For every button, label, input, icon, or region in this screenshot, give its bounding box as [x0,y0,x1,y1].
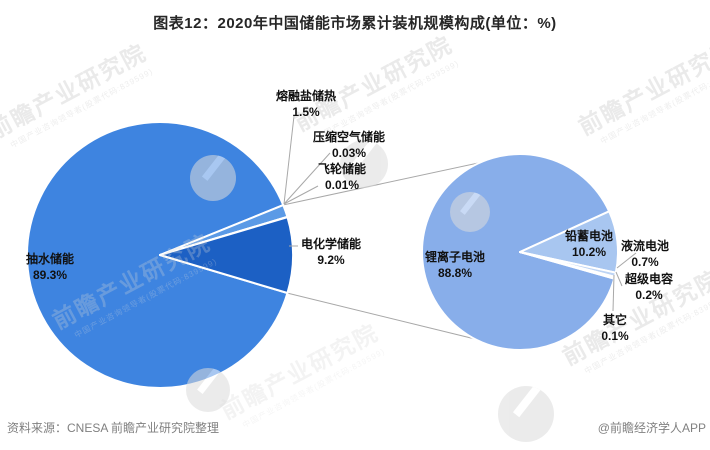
label-leader-line [612,274,615,312]
slice-label-value: 9.2% [317,253,345,267]
slice-label-compressed-air: 压缩空气储能 0.03% [308,129,390,161]
slice-label-flywheel: 飞轮储能 0.01% [302,161,382,193]
slice-label-molten-salt: 熔融盐储热 1.5% [266,88,346,120]
slice-label-text: 电化学储能 [300,237,361,251]
slice-label-supercapacitor: 超级电容 0.2% [614,271,684,303]
slice-label-electrochemical: 电化学储能 9.2% [296,236,366,268]
label-leader-line [283,115,295,205]
slice-label-text: 铅蓄电池 [564,229,613,243]
slice-label-text: 锂离子电池 [424,250,485,264]
label-leader-line [283,152,331,205]
slice-label-flow-battery: 液流电池 0.7% [610,238,680,270]
slice-label-value: 10.2% [571,245,607,259]
primary-pie-slice-4 [159,216,295,294]
slice-label-pumped-hydro: 抽水储能 89.3% [16,251,84,283]
source-note: 资料来源：CNESA 前瞻产业研究院整理 [7,421,220,435]
slice-label-value: 0.01% [324,178,360,192]
slice-label-text: 其它 [602,313,627,327]
slice-label-value: 89.3% [32,268,68,282]
slice-label-value: 0.03% [331,146,367,160]
slice-label-value: 0.7% [631,255,659,269]
slice-label-value: 1.5% [292,105,320,119]
label-leader-line [616,252,637,269]
chart-title: 图表12：2020年中国储能市场累计装机规模构成(单位：%) [153,15,557,32]
slice-label-text: 液流电池 [620,239,669,253]
label-leader-line [615,271,623,287]
slice-label-text: 抽水储能 [25,252,74,266]
slice-label-text: 飞轮储能 [317,162,366,176]
slice-label-lithium-ion: 锂离子电池 88.8% [419,249,491,281]
slice-label-lead-acid: 铅蓄电池 10.2% [556,228,622,260]
slice-label-value: 0.1% [601,329,629,343]
label-leader-line [283,185,319,205]
slice-label-text: 超级电容 [624,272,673,286]
slice-label-others: 其它 0.1% [589,312,641,344]
slice-label-text: 熔融盐储热 [275,89,336,103]
credit-note: @前瞻经济学人APP [597,421,706,435]
slice-label-text: 压缩空气储能 [312,130,385,144]
slice-label-value: 0.2% [635,288,663,302]
slice-label-value: 88.8% [437,266,473,280]
